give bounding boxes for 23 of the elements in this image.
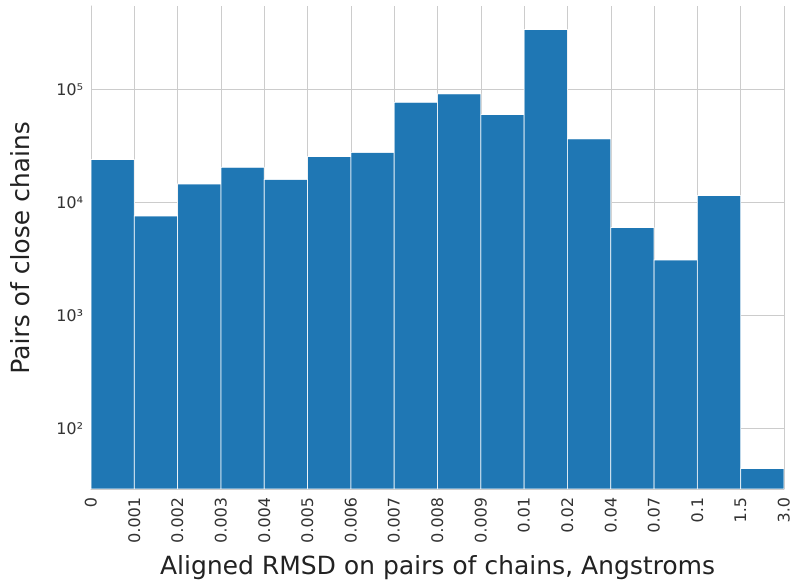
x-tick-label: 0.02 [558,497,577,533]
x-tick-label: 0.04 [601,497,620,533]
y-tick-label: 10² [56,418,83,438]
x-tick-label: 0.1 [688,497,707,522]
x-tick-label: 0.007 [384,497,404,543]
x-tick-label: 0.005 [298,497,318,543]
x-tick-label: 0.01 [514,497,534,533]
x-tick-label: 0.008 [428,497,447,543]
x-tick-label: 0.009 [471,497,490,543]
x-tick-label: 0 [82,497,100,508]
y-axis-title: Pairs of close chains [6,121,35,374]
x-tick-label: 0.001 [124,497,144,543]
y-tick-label: 10³ [56,306,83,325]
x-tick-label: 0.004 [254,497,274,543]
x-tick-label: 3.0 [774,497,792,522]
x-tick-label: 0.006 [341,497,360,543]
x-tick-label: 0.003 [211,497,230,543]
y-tick-label: 10⁵ [56,80,83,100]
x-tick-label: 0.002 [168,497,188,543]
x-axis-title: Aligned RMSD on pairs of chains, Angstroms [160,551,716,580]
x-tick-label: 0.07 [644,497,664,533]
x-tick-label: 1.5 [731,497,750,522]
y-tick-label: 10⁴ [56,192,83,212]
